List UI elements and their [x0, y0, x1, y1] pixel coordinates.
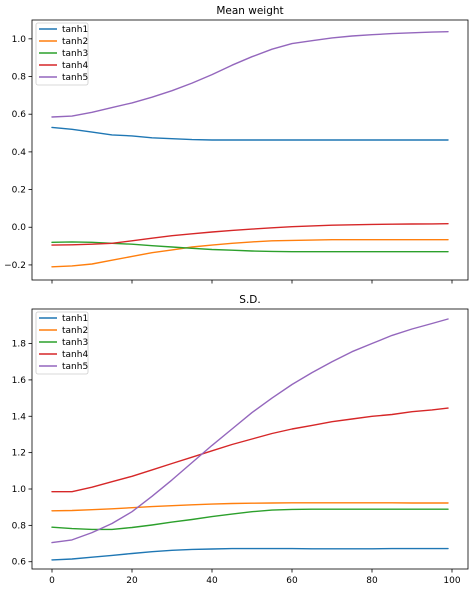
y-tick-label: 1.4: [12, 412, 27, 422]
y-tick-label: 0.6: [12, 558, 27, 568]
series-line-tanh5: [51, 318, 449, 544]
sd-panel: S.D. 0 20 40 60 80 100 0.60.81.01.21.41.61.8 …: [12, 294, 469, 586]
mean-weight-legend: tanh1 tanh2 tanh3 tanh4 tanh5: [35, 22, 89, 86]
series-line-tanh1: [51, 126, 449, 141]
legend-label-tanh4: tanh4: [62, 61, 88, 71]
legend-label-tanh3: tanh3: [62, 338, 88, 348]
y-tick-label: 1.0: [12, 485, 27, 495]
legend-label-tanh2: tanh2: [62, 326, 88, 336]
mean-weight-title: Mean weight: [216, 5, 283, 17]
x-tick-label: 0: [49, 576, 55, 586]
x-tick-label: 100: [443, 576, 460, 586]
mean-weight-plot-area: [31, 19, 469, 281]
series-line-tanh3: [51, 508, 449, 531]
y-tick-label: 0.6: [12, 110, 27, 120]
mean-weight-panel: Mean weight −0.2 0.0 0.2 0.4 0.6 0.8 1.0 tanh1…: [4, 5, 469, 284]
legend-label-tanh2: tanh2: [62, 37, 88, 47]
sd-plot-area: [31, 308, 469, 570]
legend-label-tanh1: tanh1: [62, 314, 88, 324]
series-line-tanh3: [51, 241, 449, 253]
series-line-tanh1: [51, 547, 449, 561]
legend-frame: [35, 22, 89, 86]
y-tick-label: 0.8: [12, 521, 27, 531]
legend-label-tanh1: tanh1: [62, 25, 88, 35]
series-line-tanh2: [51, 502, 449, 512]
sd-legend: tanh1 tanh2 tanh3 tanh4 tanh5: [35, 311, 89, 375]
y-tick-label: 0.0: [12, 223, 27, 233]
x-tick-label: 40: [206, 576, 218, 586]
sd-series: [51, 318, 449, 561]
series-line-tanh2: [51, 238, 449, 268]
y-tick-label: 0.4: [12, 148, 27, 158]
mean-weight-series: [51, 31, 449, 268]
y-tick-label: 0.8: [12, 73, 27, 83]
sd-y-axis: 0.6 0.8 1.0 1.2 1.4 1.6 1.8: [12, 340, 32, 568]
mean-weight-x-axis: [51, 280, 453, 284]
series-line-tanh4: [51, 407, 449, 493]
x-tick-label: 80: [366, 576, 378, 586]
sd-title: S.D.: [239, 294, 260, 306]
mean-weight-y-axis: −0.2 0.0 0.2 0.4 0.6 0.8 1.0: [4, 35, 32, 271]
y-tick-label: 1.0: [12, 35, 27, 45]
y-tick-label: 1.8: [12, 340, 27, 350]
series-line-tanh5: [51, 31, 449, 118]
x-tick-label: 20: [126, 576, 138, 586]
legend-label-tanh5: tanh5: [62, 362, 88, 372]
y-tick-label: 1.2: [12, 449, 26, 459]
legend-frame: [35, 311, 89, 375]
legend-label-tanh5: tanh5: [62, 73, 88, 83]
legend-label-tanh3: tanh3: [62, 49, 88, 59]
x-tick-label: 60: [286, 576, 298, 586]
legend-label-tanh4: tanh4: [62, 350, 88, 360]
sd-x-axis: 0 20 40 60 80 100: [49, 569, 461, 586]
y-tick-label: 0.2: [12, 186, 26, 196]
y-tick-label: 1.6: [12, 376, 27, 386]
y-tick-label: −0.2: [4, 261, 26, 271]
series-line-tanh4: [51, 222, 449, 246]
